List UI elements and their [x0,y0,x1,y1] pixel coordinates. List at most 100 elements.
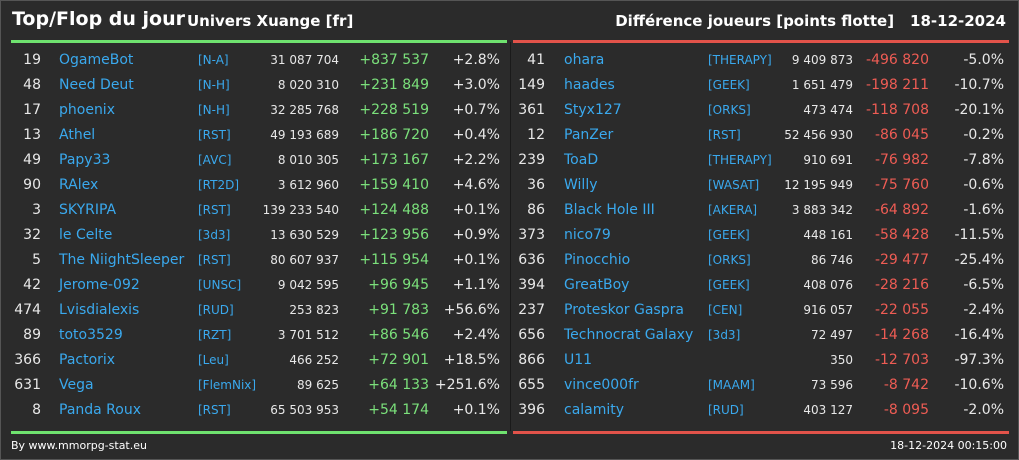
player-name-link[interactable]: ohara [564,52,605,68]
player-points: 13 630 529 [270,228,339,242]
alliance-tag-link[interactable]: [RST] [198,203,231,217]
alliance-tag-link[interactable]: [N-A] [198,53,229,67]
alliance-tag-link[interactable]: [UNSC] [198,278,242,292]
player-name-link[interactable]: calamity [564,402,625,418]
alliance-tag-link[interactable]: [GEEK] [708,78,750,92]
player-name-link[interactable]: Need Deut [59,77,134,93]
alliance-tag-link[interactable]: [WASAT] [708,178,760,192]
alliance-tag-link[interactable]: [THERAPY] [708,153,772,167]
player-name-link[interactable]: Proteskor Gaspra [564,302,684,318]
player-name-link[interactable]: SKYRIPA [59,202,117,218]
player-points: 12 195 949 [784,178,853,192]
points-difference: -29 477 [874,252,929,268]
player-rank: 19 [23,52,41,68]
alliance-tag-link[interactable]: [THERAPY] [708,53,772,67]
alliance-tag-link[interactable]: [RT2D] [198,178,240,192]
percent-change: +2.8% [452,52,500,68]
player-name-link[interactable]: Black Hole III [564,202,655,218]
points-difference: +228 519 [359,102,429,118]
player-name-link[interactable]: Panda Roux [59,402,142,418]
percent-change: -1.6% [963,202,1004,218]
player-rank: 149 [518,77,545,93]
player-name-link[interactable]: Pactorix [59,352,116,368]
flop-row: 394 GreatBoy [GEEK] 408 076 -28 216 -6.5% [1,273,1018,298]
player-name-link[interactable]: ToaD [564,152,599,168]
player-name-link[interactable]: OgameBot [59,52,134,68]
player-rank: 656 [518,327,545,343]
top-row: 32 le Celte [3d3] 13 630 529 +123 956 +0.9% [1,223,1018,248]
percent-change: +3.0% [452,77,500,93]
player-rank: 42 [23,277,41,293]
alliance-tag-link[interactable]: [RUD] [198,303,234,317]
player-rank: 361 [518,102,545,118]
column-divider [510,42,511,431]
alliance-tag-link[interactable]: [AKERA] [708,203,758,217]
alliance-tag-link[interactable]: [N-H] [198,103,230,117]
alliance-tag-link[interactable]: [GEEK] [708,278,750,292]
alliance-tag-link[interactable]: [RZT] [198,328,232,342]
player-name-link[interactable]: le Celte [59,227,113,243]
top-row: 8 Panda Roux [RST] 65 503 953 +54 174 +0.1% [1,398,1018,423]
points-difference: +159 410 [359,177,429,193]
alliance-tag-link[interactable]: [CEN] [708,303,743,317]
page-title: Top/Flop du jour [12,8,185,30]
points-difference: +64 133 [368,377,429,393]
alliance-tag-link[interactable]: [GEEK] [708,228,750,242]
header-right: Différence joueurs [points flotte] 18-12-… [615,12,1006,30]
points-difference: -8 742 [883,377,929,393]
flop-accent-bar [513,40,1009,43]
percent-change: -2.4% [963,302,1004,318]
points-difference: -58 428 [874,227,929,243]
player-name-link[interactable]: vince000fr [564,377,639,393]
alliance-tag-link[interactable]: [N-H] [198,78,230,92]
alliance-tag-link[interactable]: [3d3] [708,328,741,342]
alliance-tag-link[interactable]: [AVC] [198,153,232,167]
points-difference: -14 268 [874,327,929,343]
percent-change: +4.6% [452,177,500,193]
alliance-tag-link[interactable]: [FlemNix] [198,378,257,392]
player-name-link[interactable]: U11 [564,352,593,368]
player-points: 31 087 704 [270,53,339,67]
player-rank: 8 [32,402,41,418]
flop-row: 373 nico79 [GEEK] 448 161 -58 428 -11.5% [1,223,1018,248]
alliance-tag-link[interactable]: [RST] [708,128,741,142]
alliance-tag-link[interactable]: [ORKS] [708,253,751,267]
player-name-link[interactable]: Pinocchio [564,252,631,268]
alliance-tag-link[interactable]: [RST] [198,128,231,142]
alliance-tag-link[interactable]: [Leu] [198,353,229,367]
player-name-link[interactable]: GreatBoy [564,277,630,293]
alliance-tag-link[interactable]: [RST] [198,403,231,417]
alliance-tag-link[interactable]: [RST] [198,253,231,267]
alliance-tag-link[interactable]: [RUD] [708,403,744,417]
player-name-link[interactable]: Lvisdialexis [59,302,140,318]
player-name-link[interactable]: The NiightSleeper [59,252,185,268]
player-name-link[interactable]: haades [564,77,615,93]
points-difference: +837 537 [359,52,429,68]
player-name-link[interactable]: Styx127 [564,102,622,118]
player-name-link[interactable]: RAlex [59,177,99,193]
alliance-tag-link[interactable]: [MAAM] [708,378,755,392]
alliance-tag-link[interactable]: [3d3] [198,228,231,242]
player-name-link[interactable]: PanZer [564,127,614,143]
player-name-link[interactable]: Willy [564,177,598,193]
player-name-link[interactable]: phoenix [59,102,115,118]
percent-change: +0.1% [452,252,500,268]
points-difference: -22 055 [874,302,929,318]
alliance-tag-link[interactable]: [ORKS] [708,103,751,117]
player-rank: 41 [527,52,545,68]
player-name-link[interactable]: Vega [59,377,94,393]
player-rank: 655 [518,377,545,393]
player-name-link[interactable]: toto3529 [59,327,123,343]
percent-change: +56.6% [443,302,500,318]
percent-change: -2.0% [963,402,1004,418]
player-rank: 366 [14,352,41,368]
top-row: 48 Need Deut [N-H] 8 020 310 +231 849 +3.0% [1,73,1018,98]
player-name-link[interactable]: Jerome-092 [59,277,140,293]
points-difference: -64 892 [874,202,929,218]
player-name-link[interactable]: Technocrat Galaxy [564,327,694,343]
player-name-link[interactable]: Papy33 [59,152,111,168]
player-name-link[interactable]: nico79 [564,227,611,243]
player-rank: 36 [527,177,545,193]
player-points: 8 020 310 [277,78,339,92]
player-name-link[interactable]: Athel [59,127,96,143]
